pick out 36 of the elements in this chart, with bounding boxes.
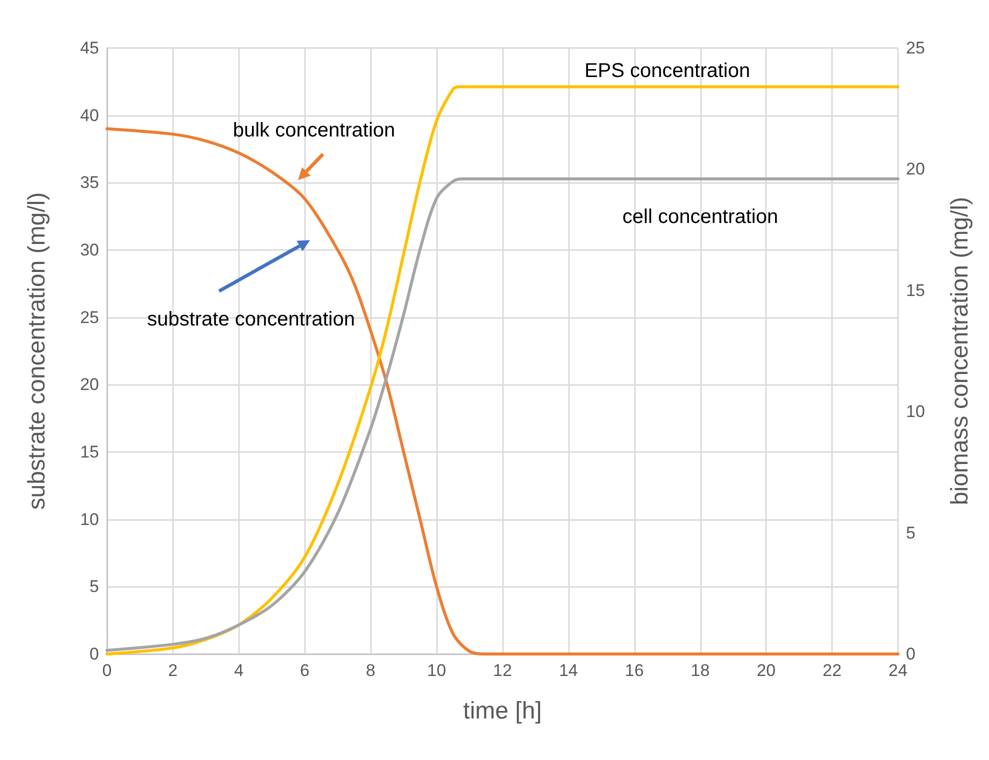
y-axis-title: substrate concentration (mg/l) [24, 192, 50, 510]
x-tick-label: 14 [558, 661, 578, 680]
x-tick-label: 20 [756, 661, 776, 680]
y2-tick-label: 0 [906, 644, 916, 664]
x-tick-label: 8 [366, 661, 376, 680]
x-tick-label: 10 [427, 661, 446, 680]
y-tick-label: 20 [80, 375, 99, 394]
x-tick-label: 24 [888, 661, 908, 680]
annotation: substrate concentration [147, 308, 355, 332]
y-tick-label: 45 [80, 38, 99, 58]
series-label: EPS concentration [584, 60, 750, 82]
y-tick-label: 15 [80, 442, 99, 462]
annotation: bulk concentration [232, 120, 396, 143]
y2-axis-title: biomass concentration (mg/l) [946, 196, 974, 506]
y-tick-label: 30 [80, 240, 99, 260]
y-tick-label: 10 [80, 510, 99, 529]
x-tick-label: 0 [102, 661, 112, 680]
y-tick-label: 5 [90, 577, 99, 596]
y2-tick-label: 10 [906, 402, 925, 422]
y-tick-label: 35 [80, 173, 99, 192]
x-tick-label: 12 [493, 661, 512, 680]
x-axis-title: time [h] [463, 698, 542, 724]
x-tick-label: 6 [300, 661, 310, 680]
y2-tick-label: 15 [906, 280, 925, 300]
y2-tick-label: 20 [906, 160, 925, 179]
x-tick-label: 2 [168, 661, 178, 680]
x-tick-label: 4 [234, 661, 244, 680]
y-tick-label: 25 [80, 308, 99, 327]
x-tick-label: 22 [822, 661, 842, 680]
x-tick-label: 18 [690, 661, 710, 680]
y2-tick-label: 25 [906, 38, 925, 58]
x-tick-label: 16 [624, 661, 644, 680]
series-label: cell concentration [622, 206, 778, 228]
y2-tick-label: 5 [906, 523, 916, 542]
y-tick-label: 0 [90, 644, 99, 664]
y-tick-label: 40 [80, 106, 99, 125]
